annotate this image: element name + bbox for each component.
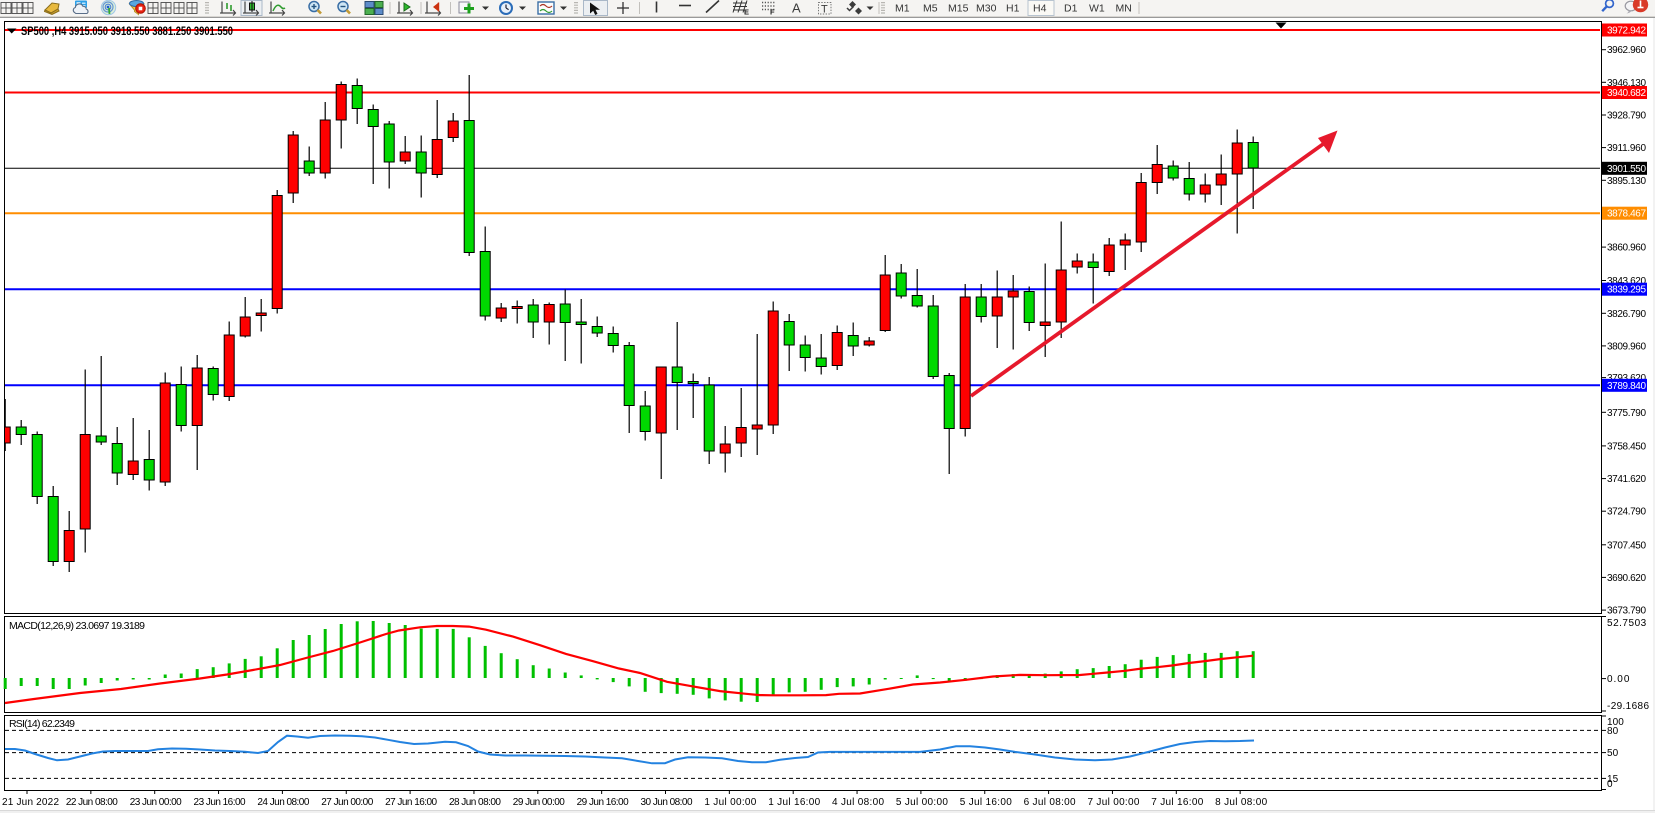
- svg-text:5 Jul 00:00: 5 Jul 00:00: [896, 797, 948, 808]
- svg-text:M15: M15: [948, 3, 969, 15]
- svg-text:H1: H1: [1006, 3, 1020, 15]
- svg-text:3839.295: 3839.295: [1607, 285, 1646, 296]
- svg-text:52.7503: 52.7503: [1607, 618, 1647, 629]
- svg-text:7 Jul 16:00: 7 Jul 16:00: [1151, 797, 1203, 808]
- svg-text:3940.682: 3940.682: [1607, 88, 1646, 99]
- svg-text:28 Jun 08:00: 28 Jun 08:00: [449, 797, 501, 808]
- svg-text:3843.620: 3843.620: [1607, 276, 1646, 287]
- svg-text:3911.960: 3911.960: [1607, 143, 1646, 154]
- svg-text:RSI(14) 62.2349: RSI(14) 62.2349: [9, 718, 75, 730]
- svg-text:3775.790: 3775.790: [1607, 408, 1646, 419]
- svg-text:3895.130: 3895.130: [1607, 176, 1646, 187]
- svg-text:3826.790: 3826.790: [1607, 309, 1646, 320]
- svg-text:29 Jun 16:00: 29 Jun 16:00: [577, 797, 629, 808]
- svg-text:3901.550: 3901.550: [1607, 164, 1646, 175]
- svg-text:80: 80: [1607, 726, 1619, 737]
- svg-text:3946.130: 3946.130: [1607, 78, 1646, 89]
- svg-text:3962.960: 3962.960: [1607, 45, 1646, 56]
- svg-text:3928.790: 3928.790: [1607, 111, 1646, 122]
- svg-text:D1: D1: [1064, 3, 1078, 15]
- svg-text:1 Jul 00:00: 1 Jul 00:00: [704, 797, 756, 808]
- svg-text:0.00: 0.00: [1607, 674, 1630, 685]
- svg-text:29 Jun 00:00: 29 Jun 00:00: [513, 797, 565, 808]
- svg-text:-29.1686: -29.1686: [1607, 701, 1649, 712]
- svg-text:8 Jul 08:00: 8 Jul 08:00: [1215, 797, 1267, 808]
- svg-text:4 Jul 08:00: 4 Jul 08:00: [832, 797, 884, 808]
- svg-text:M5: M5: [923, 3, 938, 15]
- svg-text:1 Jul 16:00: 1 Jul 16:00: [768, 797, 820, 808]
- svg-text:3741.620: 3741.620: [1607, 474, 1646, 485]
- svg-text:100: 100: [1607, 717, 1624, 728]
- svg-text:M1: M1: [895, 3, 910, 15]
- svg-text:22 Jun 08:00: 22 Jun 08:00: [66, 797, 118, 808]
- svg-text:3860.960: 3860.960: [1607, 243, 1646, 254]
- svg-text:24 Jun 08:00: 24 Jun 08:00: [257, 797, 309, 808]
- svg-text:21 Jun 2022: 21 Jun 2022: [2, 797, 59, 808]
- svg-text:27 Jun 00:00: 27 Jun 00:00: [321, 797, 373, 808]
- svg-text:F: F: [770, 8, 775, 17]
- svg-text:3758.450: 3758.450: [1607, 441, 1646, 452]
- svg-text:MN: MN: [1116, 3, 1132, 15]
- svg-text:6 Jul 08:00: 6 Jul 08:00: [1024, 797, 1076, 808]
- svg-text:3724.790: 3724.790: [1607, 507, 1646, 518]
- svg-text:5 Jul 16:00: 5 Jul 16:00: [960, 797, 1012, 808]
- svg-text:M30: M30: [976, 3, 997, 15]
- svg-text:7 Jul 00:00: 7 Jul 00:00: [1087, 797, 1139, 808]
- svg-text:30 Jun 08:00: 30 Jun 08:00: [641, 797, 693, 808]
- svg-text:50: 50: [1607, 748, 1619, 759]
- svg-text:3793.620: 3793.620: [1607, 373, 1646, 384]
- svg-text:SP500 ,H4 3915.050 3918.550 3: SP500 ,H4 3915.050 3918.550 3881.250 390…: [21, 26, 233, 38]
- svg-text:E: E: [744, 8, 749, 17]
- svg-text:3690.620: 3690.620: [1607, 573, 1646, 584]
- svg-text:3809.960: 3809.960: [1607, 341, 1646, 352]
- svg-text:A: A: [792, 1, 801, 16]
- svg-text:H4: H4: [1033, 3, 1047, 15]
- svg-text:3673.790: 3673.790: [1607, 606, 1646, 617]
- svg-text:27 Jun 16:00: 27 Jun 16:00: [385, 797, 437, 808]
- svg-text:23 Jun 16:00: 23 Jun 16:00: [194, 797, 246, 808]
- svg-text:MACD(12,26,9) 23.0697 19.3189: MACD(12,26,9) 23.0697 19.3189: [9, 620, 145, 632]
- svg-text:3972.942: 3972.942: [1607, 26, 1646, 37]
- svg-text:W1: W1: [1089, 3, 1105, 15]
- svg-text:23 Jun 00:00: 23 Jun 00:00: [130, 797, 182, 808]
- svg-text:3789.840: 3789.840: [1607, 381, 1646, 392]
- svg-text:3878.467: 3878.467: [1607, 209, 1646, 220]
- svg-text:T: T: [821, 4, 828, 16]
- svg-text:15: 15: [1607, 774, 1619, 785]
- svg-text:0: 0: [1607, 779, 1613, 790]
- svg-text:3707.450: 3707.450: [1607, 540, 1646, 551]
